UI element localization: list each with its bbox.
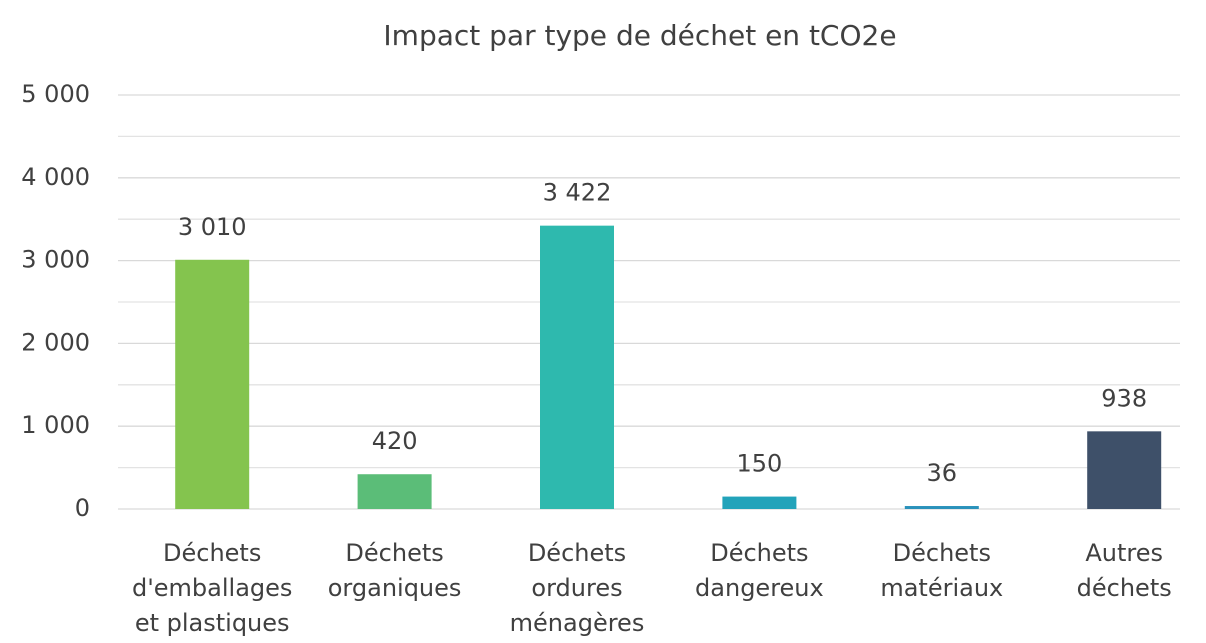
x-tick-label: Déchets matériaux bbox=[880, 539, 1004, 602]
bar bbox=[357, 474, 432, 509]
value-label: 3 422 bbox=[543, 179, 612, 207]
bar bbox=[1087, 431, 1162, 509]
y-tick-label: 5 000 bbox=[21, 80, 90, 108]
value-label: 420 bbox=[372, 427, 418, 455]
value-label: 150 bbox=[736, 450, 782, 478]
x-tick-label: Déchets d'emballages et plastiques bbox=[131, 539, 293, 637]
value-label: 36 bbox=[927, 459, 958, 487]
x-tick-label: Déchets organiques bbox=[327, 539, 462, 602]
bar bbox=[175, 259, 250, 509]
x-tick-label: Déchets ordures ménagères bbox=[509, 539, 645, 637]
bar bbox=[722, 496, 797, 509]
y-tick-label: 3 000 bbox=[21, 246, 90, 274]
value-label: 938 bbox=[1101, 384, 1147, 412]
bar bbox=[904, 506, 979, 509]
y-tick-label: 2 000 bbox=[21, 328, 90, 356]
chart-title: Impact par type de déchet en tCO2e bbox=[383, 19, 896, 52]
value-label: 3 010 bbox=[178, 213, 247, 241]
y-tick-label: 0 bbox=[75, 494, 90, 522]
y-tick-label: 1 000 bbox=[21, 411, 90, 439]
x-tick-label: Autres déchets bbox=[1076, 539, 1172, 602]
x-tick-label: Déchets dangereux bbox=[695, 539, 824, 602]
bar bbox=[540, 225, 614, 510]
y-tick-label: 4 000 bbox=[21, 163, 90, 191]
